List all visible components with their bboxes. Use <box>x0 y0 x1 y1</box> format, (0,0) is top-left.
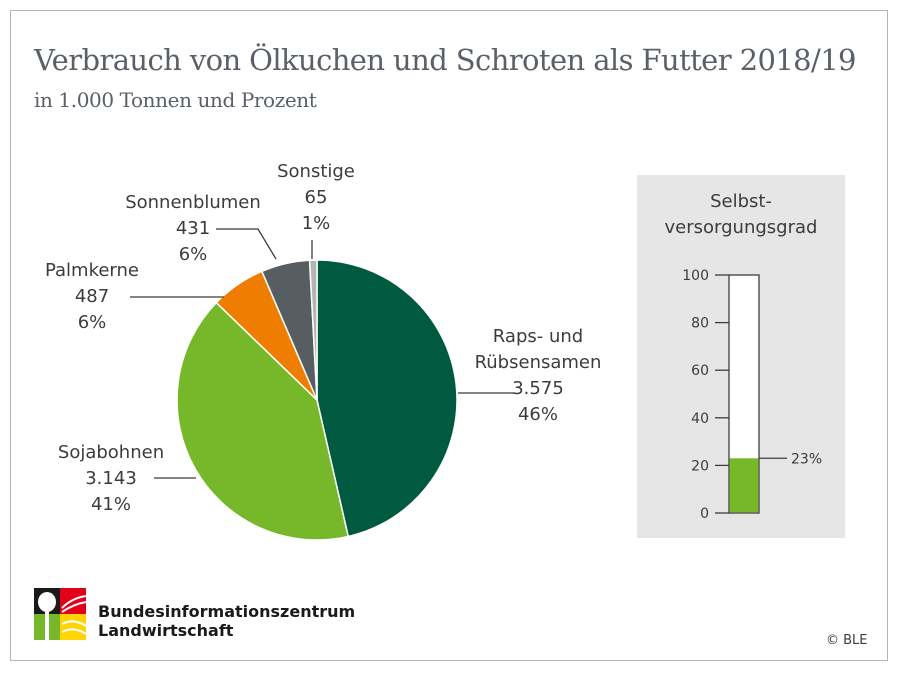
slice-percent-label: 6% <box>179 244 208 265</box>
slice-value-label: 3.143 <box>85 468 137 489</box>
chart-subtitle: in 1.000 Tonnen und Prozent <box>34 88 317 112</box>
leader-line <box>216 228 277 260</box>
slice-percent-label: 1% <box>302 213 331 234</box>
bzl-logo-icon <box>34 588 86 640</box>
org-line1: Bundesinformationszentrum <box>98 602 356 621</box>
gauge-title-line2: versorgungsgrad <box>664 217 818 238</box>
gauge-value-label: 23% <box>791 451 822 467</box>
slice-value-label: 487 <box>75 286 109 307</box>
slice-name-label: Rübsensamen <box>475 352 602 373</box>
gauge-fill <box>729 458 759 513</box>
gauge-tick-label: 100 <box>682 268 709 284</box>
slice-name-label: Sonnenblumen <box>125 192 261 213</box>
slice-percent-label: 46% <box>518 404 558 425</box>
slice-name-label: Sonstige <box>277 161 355 182</box>
slice-name-label: Palmkerne <box>45 260 139 281</box>
copyright: © BLE <box>826 633 868 648</box>
gauge-tick-label: 0 <box>700 506 709 522</box>
slice-value-label: 65 <box>305 187 328 208</box>
gauge-tick-label: 40 <box>691 411 709 427</box>
self-sufficiency-panel: Selbst- versorgungsgrad 0 20 40 60 80 100 23% <box>637 175 845 538</box>
chart-title: Verbrauch von Ölkuchen und Schroten als … <box>34 43 857 77</box>
gauge-tick-label: 60 <box>691 363 709 379</box>
slice-name-label: Sojabohnen <box>58 442 164 463</box>
slice-value-label: 3.575 <box>512 378 564 399</box>
slice-percent-label: 41% <box>91 494 131 515</box>
org-line2: Landwirtschaft <box>98 621 234 640</box>
pie-slice-sonstige <box>308 259 318 401</box>
gauge-tick-label: 80 <box>691 316 709 332</box>
self-sufficiency-gauge: 0 20 40 60 80 100 23% <box>682 268 822 522</box>
gauge-tick-label: 20 <box>691 458 709 474</box>
pie-slice-sojabohnen <box>176 301 350 541</box>
slice-name-label: Raps- und <box>493 326 583 347</box>
organization-name: Bundesinformationszentrum Landwirtschaft <box>98 602 355 640</box>
slice-percent-label: 6% <box>78 312 107 333</box>
chart-frame <box>10 10 888 661</box>
gauge-title-line1: Selbst- <box>710 191 772 212</box>
slice-value-label: 431 <box>176 218 210 239</box>
pie-slice-raps-und-rübsensamen <box>316 259 458 538</box>
pie-chart: Raps- und Rübsensamen 3.575 46% Sojabohnen 3.… <box>45 161 602 541</box>
